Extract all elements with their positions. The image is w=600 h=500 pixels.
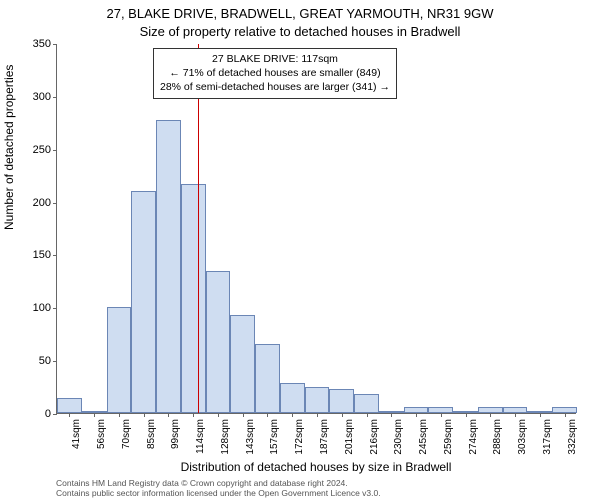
ytick-mark bbox=[53, 203, 57, 204]
xtick-mark bbox=[490, 413, 491, 417]
xtick-mark bbox=[416, 413, 417, 417]
xtick-label: 245sqm bbox=[416, 419, 429, 455]
histogram-bar bbox=[230, 315, 255, 413]
xtick-label: 85sqm bbox=[144, 419, 157, 449]
xtick-mark bbox=[367, 413, 368, 417]
info-box: 27 BLAKE DRIVE: 117sqm ← 71% of detached… bbox=[153, 48, 397, 99]
histogram-bar bbox=[280, 383, 305, 413]
ytick-mark bbox=[53, 255, 57, 256]
xtick-label: 230sqm bbox=[391, 419, 404, 455]
xtick-label: 274sqm bbox=[466, 419, 479, 455]
reference-line bbox=[198, 44, 199, 413]
xtick-label: 172sqm bbox=[292, 419, 305, 455]
xtick-mark bbox=[243, 413, 244, 417]
info-line-1: 27 BLAKE DRIVE: 117sqm bbox=[160, 52, 390, 66]
xtick-mark bbox=[515, 413, 516, 417]
histogram-bar bbox=[131, 191, 156, 413]
xtick-label: 128sqm bbox=[218, 419, 231, 455]
xtick-mark bbox=[218, 413, 219, 417]
xtick-mark bbox=[267, 413, 268, 417]
xtick-mark bbox=[69, 413, 70, 417]
xtick-label: 259sqm bbox=[441, 419, 454, 455]
xtick-mark bbox=[144, 413, 145, 417]
info-line-3: 28% of semi-detached houses are larger (… bbox=[160, 80, 390, 94]
footer-attribution: Contains HM Land Registry data © Crown c… bbox=[56, 478, 381, 498]
xtick-label: 143sqm bbox=[243, 419, 256, 455]
histogram-bar bbox=[57, 398, 82, 413]
histogram-bar bbox=[107, 307, 132, 413]
xtick-label: 114sqm bbox=[193, 419, 206, 454]
ytick-mark bbox=[53, 97, 57, 98]
xtick-label: 70sqm bbox=[119, 419, 132, 449]
xtick-mark bbox=[391, 413, 392, 417]
xtick-mark bbox=[540, 413, 541, 417]
histogram-bar bbox=[156, 120, 181, 413]
histogram-bar bbox=[206, 271, 231, 413]
xtick-mark bbox=[193, 413, 194, 417]
ytick-mark bbox=[53, 150, 57, 151]
xtick-mark bbox=[292, 413, 293, 417]
ytick-mark bbox=[53, 308, 57, 309]
xtick-label: 317sqm bbox=[540, 419, 553, 455]
xtick-label: 56sqm bbox=[94, 419, 107, 449]
xtick-mark bbox=[317, 413, 318, 417]
footer-line-2: Contains public sector information licen… bbox=[56, 488, 381, 498]
xtick-mark bbox=[466, 413, 467, 417]
xtick-label: 303sqm bbox=[515, 419, 528, 455]
xtick-mark bbox=[94, 413, 95, 417]
xtick-mark bbox=[441, 413, 442, 417]
info-line-2: ← 71% of detached houses are smaller (84… bbox=[160, 66, 390, 80]
xtick-label: 332sqm bbox=[565, 419, 578, 455]
xtick-mark bbox=[342, 413, 343, 417]
histogram-bar bbox=[181, 184, 206, 413]
y-axis-label: Number of detached properties bbox=[2, 65, 16, 230]
xtick-mark bbox=[119, 413, 120, 417]
title-main: 27, BLAKE DRIVE, BRADWELL, GREAT YARMOUT… bbox=[0, 6, 600, 21]
ytick-mark bbox=[53, 44, 57, 45]
xtick-label: 216sqm bbox=[367, 419, 380, 455]
xtick-mark bbox=[565, 413, 566, 417]
footer-line-1: Contains HM Land Registry data © Crown c… bbox=[56, 478, 381, 488]
plot-area: 05010015020025030035041sqm56sqm70sqm85sq… bbox=[56, 44, 576, 414]
ytick-mark bbox=[53, 361, 57, 362]
x-axis-label: Distribution of detached houses by size … bbox=[56, 460, 576, 474]
histogram-bar bbox=[255, 344, 280, 413]
xtick-label: 187sqm bbox=[317, 419, 330, 455]
chart-container: 27, BLAKE DRIVE, BRADWELL, GREAT YARMOUT… bbox=[0, 0, 600, 500]
title-sub: Size of property relative to detached ho… bbox=[0, 24, 600, 39]
ytick-mark bbox=[53, 414, 57, 415]
xtick-label: 201sqm bbox=[342, 419, 355, 455]
xtick-label: 288sqm bbox=[490, 419, 503, 455]
histogram-bar bbox=[329, 389, 354, 413]
histogram-bar bbox=[305, 387, 330, 413]
xtick-mark bbox=[168, 413, 169, 417]
xtick-label: 41sqm bbox=[69, 419, 82, 449]
histogram-bar bbox=[354, 394, 379, 413]
xtick-label: 157sqm bbox=[267, 419, 280, 455]
xtick-label: 99sqm bbox=[168, 419, 181, 449]
